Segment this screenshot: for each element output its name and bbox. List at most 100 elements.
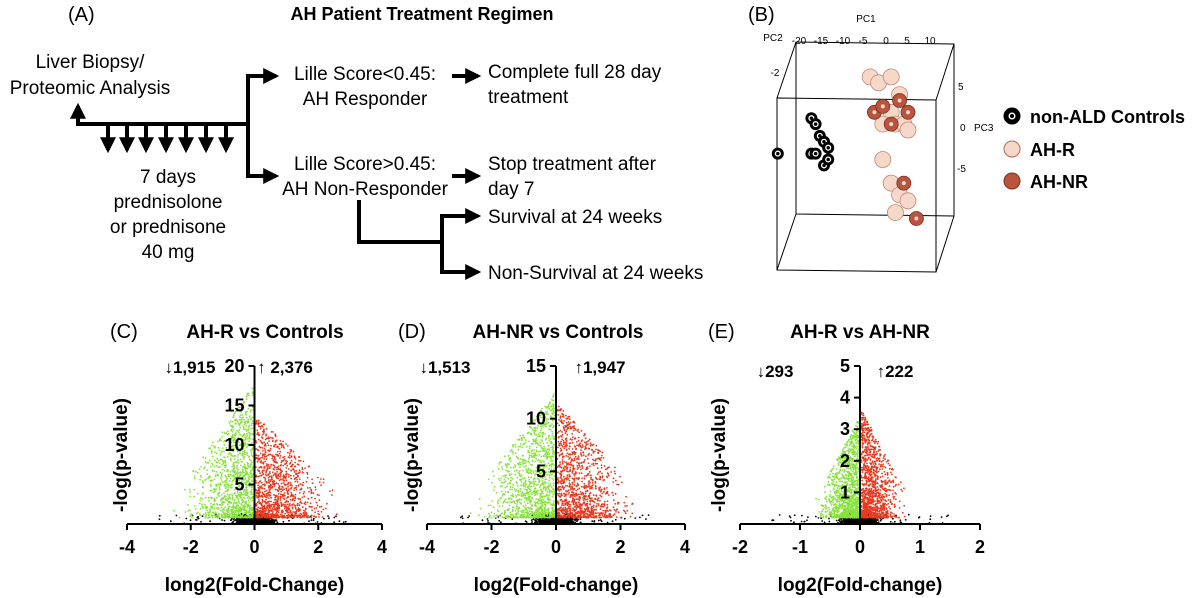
data-point <box>303 495 306 498</box>
data-point <box>211 516 214 519</box>
data-point <box>282 440 284 443</box>
data-point <box>551 423 553 425</box>
data-point <box>290 459 293 462</box>
data-point <box>550 520 553 523</box>
data-point <box>261 425 264 428</box>
data-point <box>273 516 276 519</box>
data-point <box>333 516 336 519</box>
data-point <box>286 511 289 514</box>
data-point <box>228 497 231 499</box>
data-point <box>528 445 531 448</box>
data-point <box>250 486 253 489</box>
data-point <box>285 443 287 445</box>
data-point <box>226 455 229 458</box>
data-point <box>263 428 265 431</box>
data-point <box>566 517 569 520</box>
data-point <box>267 497 270 499</box>
data-point <box>281 470 283 473</box>
legend-item-controls: non-ALD Controls <box>1003 107 1185 127</box>
data-point <box>522 469 524 472</box>
data-point <box>516 516 519 519</box>
data-point <box>322 478 325 481</box>
data-point <box>540 455 543 458</box>
pca-point-ahnr-dot <box>914 216 919 221</box>
data-point <box>298 515 301 518</box>
data-point <box>229 420 232 423</box>
data-point <box>195 512 198 515</box>
data-point <box>302 460 305 463</box>
data-point <box>237 498 240 501</box>
data-point <box>269 494 272 497</box>
up-count: ↑ 2,376 <box>257 358 313 377</box>
data-point <box>302 492 305 495</box>
data-point <box>314 511 316 514</box>
data-point <box>210 450 213 452</box>
data-point <box>226 493 229 496</box>
data-point <box>478 498 481 500</box>
data-point <box>221 514 223 516</box>
data-point <box>497 499 500 502</box>
data-point <box>234 516 237 519</box>
data-point <box>290 449 293 452</box>
data-point <box>504 509 506 512</box>
data-point <box>225 476 228 478</box>
data-point <box>498 463 500 465</box>
data-point <box>257 431 259 434</box>
data-point <box>210 479 213 482</box>
data-point <box>328 516 330 519</box>
data-point <box>246 497 249 499</box>
data-point <box>301 468 304 471</box>
data-point <box>257 434 260 437</box>
data-point <box>504 501 507 503</box>
data-point <box>525 464 528 467</box>
data-point <box>217 440 219 443</box>
data-point <box>241 420 243 423</box>
data-point <box>290 477 293 480</box>
data-point <box>274 433 277 436</box>
data-point <box>270 513 272 516</box>
data-point <box>548 519 550 522</box>
data-point <box>527 476 530 479</box>
data-point <box>497 510 500 513</box>
data-point <box>547 437 550 439</box>
data-point <box>236 468 239 471</box>
data-point <box>274 435 277 438</box>
x-tick-label: -2 <box>183 537 199 557</box>
data-point <box>231 483 233 486</box>
data-point <box>258 489 261 492</box>
y-tick-label: 20 <box>224 356 244 376</box>
data-point <box>552 499 555 502</box>
data-point <box>527 506 529 509</box>
data-point <box>261 469 264 472</box>
data-point <box>220 494 223 496</box>
data-point <box>483 516 486 518</box>
data-point <box>208 459 211 462</box>
data-point <box>257 475 260 478</box>
data-point <box>231 469 234 472</box>
data-point <box>274 519 276 521</box>
data-point <box>276 494 278 497</box>
data-point <box>308 520 310 523</box>
data-point <box>289 488 292 490</box>
data-point <box>524 479 527 482</box>
data-point <box>214 451 216 453</box>
data-point <box>526 432 529 435</box>
data-point <box>231 506 233 509</box>
data-point <box>285 487 288 490</box>
data-point <box>280 501 283 504</box>
data-point <box>240 460 243 463</box>
data-point <box>231 424 234 427</box>
data-point <box>226 512 229 515</box>
data-point <box>292 450 295 453</box>
data-point <box>257 481 260 484</box>
data-point <box>535 484 538 487</box>
data-point <box>296 504 299 507</box>
legend-marker-controls <box>1003 107 1021 125</box>
data-point <box>532 518 535 521</box>
data-point <box>311 478 313 481</box>
data-point <box>268 475 271 478</box>
data-point <box>243 509 245 512</box>
data-point <box>295 485 298 487</box>
data-point <box>232 520 235 523</box>
data-point <box>239 495 242 498</box>
